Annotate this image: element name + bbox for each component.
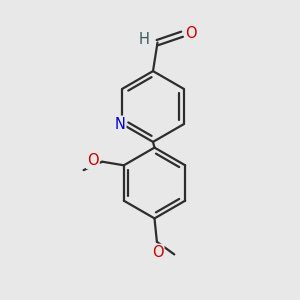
- Text: N: N: [115, 117, 125, 132]
- Text: O: O: [87, 153, 99, 168]
- Text: O: O: [185, 26, 197, 41]
- Text: O: O: [152, 245, 163, 260]
- Text: H: H: [138, 32, 149, 46]
